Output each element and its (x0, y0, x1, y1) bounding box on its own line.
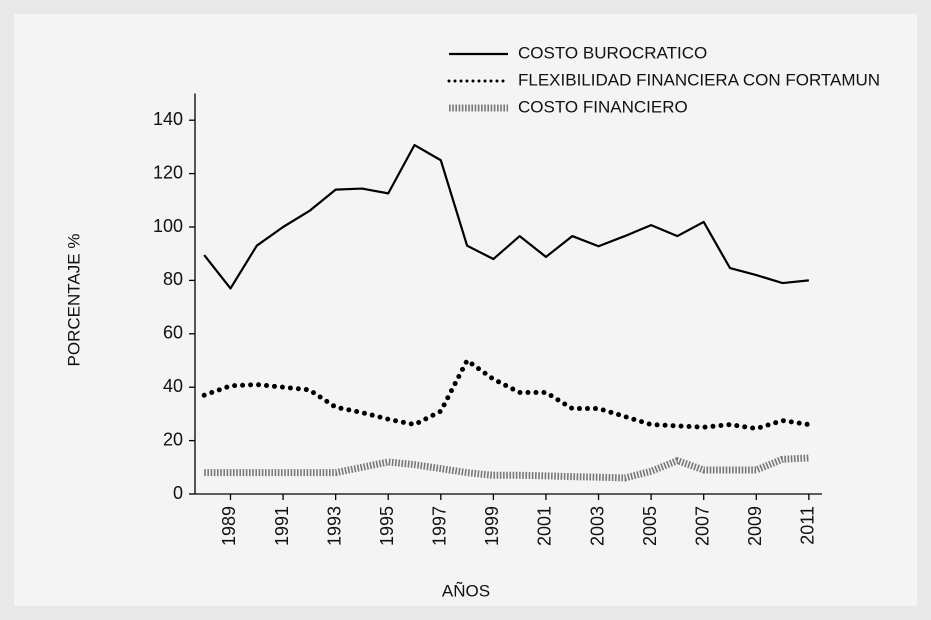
y-tick-label: 60 (163, 323, 183, 343)
y-tick-label: 100 (153, 216, 183, 236)
legend-label: COSTO BUROCRATICO (518, 43, 707, 62)
x-tick-label: 1995 (377, 506, 397, 546)
x-tick-label: 1997 (430, 506, 450, 546)
series-line (203, 143, 809, 290)
y-tick-label: 0 (173, 483, 183, 503)
y-tick-label: 140 (153, 109, 183, 129)
legend-label: FLEXIBILIDAD FINANCIERA CON FORTAMUN (518, 70, 880, 89)
plot-background (14, 14, 917, 606)
x-tick-label: 1999 (482, 506, 502, 546)
x-tick-label: 2001 (535, 506, 555, 546)
x-tick-label: 2011 (798, 506, 818, 545)
x-tick-label: 2009 (745, 506, 765, 546)
x-axis-label: AÑOS (442, 581, 490, 600)
x-tick-label: 2005 (640, 506, 660, 546)
x-tick-label: 2007 (692, 506, 712, 546)
series-line (204, 454, 810, 482)
x-tick-label: 2003 (587, 506, 607, 546)
y-tick-label: 80 (163, 269, 183, 289)
y-tick-label: 20 (163, 429, 183, 449)
y-axis-label: PORCENTAJE % (64, 234, 83, 367)
y-tick-label: 120 (153, 162, 183, 182)
y-tick-label: 40 (163, 376, 183, 396)
x-tick-label: 1993 (324, 506, 344, 546)
x-tick-label: 1991 (272, 506, 292, 546)
legend-label: COSTO FINANCIERO (518, 97, 688, 116)
x-tick-label: 1989 (219, 506, 239, 546)
series-line (201, 358, 812, 432)
